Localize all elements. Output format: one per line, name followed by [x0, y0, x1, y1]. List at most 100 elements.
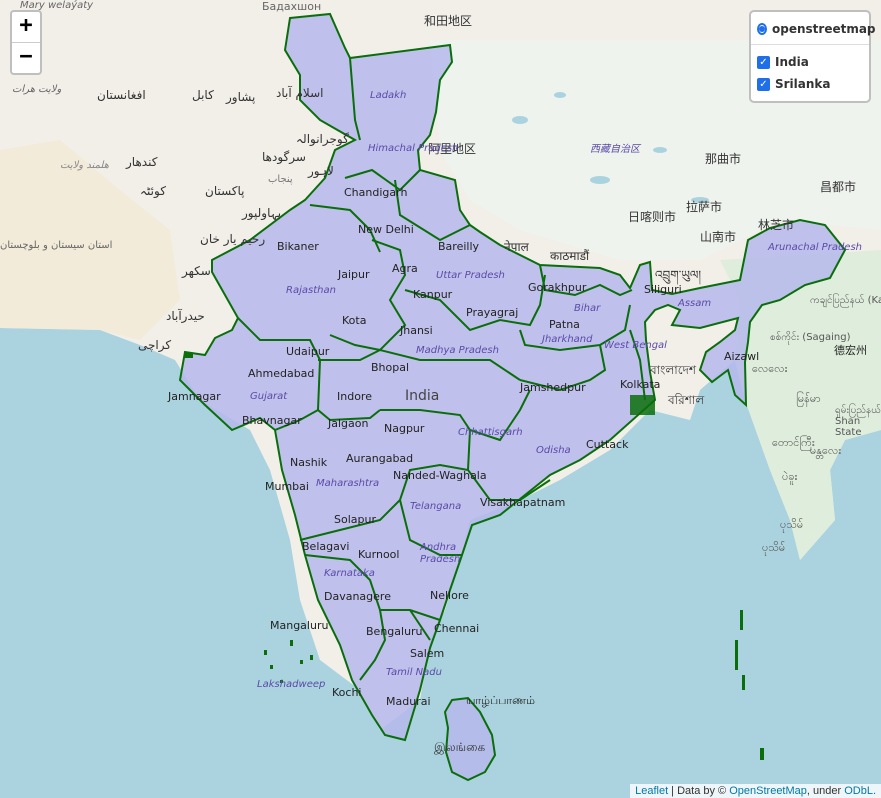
label-assam: Assam [678, 298, 712, 309]
label-bareilly: Bareilly [438, 240, 480, 253]
label-bikaner: Bikaner [277, 240, 319, 253]
label-chandigarh: Chandigarh [344, 186, 408, 199]
label-bengaluru: Bengaluru [366, 625, 423, 638]
label-jharkhand: Jharkhand [542, 334, 593, 345]
label-hotan: 和田地区 [424, 14, 473, 28]
label-kandahar: کندهار [126, 155, 158, 169]
label-chamdo: 昌都市 [820, 180, 857, 194]
label-mary: Mary welaýaty [20, 0, 94, 11]
label-agra: Agra [392, 262, 418, 275]
layers-control: openstreetmap ✓ India ✓ Srilanka [749, 10, 876, 103]
label-mumbai: Mumbai [265, 480, 309, 493]
label-patna: Patna [549, 318, 580, 331]
label-lanka: இலங்கை [434, 740, 486, 754]
label-west-bengal: West Bengal [604, 340, 667, 351]
label-badakhshan: Бадахшон [262, 0, 322, 13]
label-nashik: Nashik [290, 456, 328, 469]
overlay-option-india[interactable]: ✓ India [757, 51, 861, 73]
label-kochi: Kochi [332, 686, 362, 699]
label-udaipur: Udaipur [286, 345, 330, 358]
leaflet-link[interactable]: Leaflet [635, 785, 669, 797]
label-jalgaon: Jalgaon [328, 417, 369, 430]
label-rajasthan: Rajasthan [286, 285, 336, 296]
label-indore: Indore [337, 390, 372, 403]
label-myanmar5: ပုသိမ် [780, 518, 804, 531]
label-tamil-nadu: Tamil Nadu [386, 667, 442, 678]
label-solapur: Solapur [334, 513, 376, 526]
label-nyingchi: 林芝市 [758, 218, 795, 232]
label-himachal: Himachal Pradesh [368, 143, 459, 154]
label-madurai: Madurai [386, 695, 431, 708]
label-maharashtra: Maharashtra [316, 478, 380, 489]
label-salem: Salem [410, 647, 445, 660]
label-siliguri: Siliguri [644, 283, 682, 296]
overlay-label-srilanka: Srilanka [775, 77, 831, 91]
base-layer-option[interactable]: openstreetmap [757, 18, 876, 40]
label-baluch: استان سیستان و بلوچستان [0, 240, 113, 251]
label-islamabad: اسلام آباد [276, 86, 324, 100]
label-jaipur: Jaipur [338, 268, 370, 281]
label-bhopal: Bhopal [371, 361, 410, 374]
label-cuttack: Cuttack [586, 438, 629, 451]
label-bhutan: འབྲུག་ཡུལ། [655, 268, 702, 282]
label-myanmar2: တောင်ကြီး [772, 436, 815, 449]
label-karachi: کراچی [138, 338, 172, 352]
label-dehong: 德宏州 [834, 344, 867, 357]
checkbox-icon[interactable]: ✓ [757, 77, 770, 91]
label-walayat: ولایت هرات [12, 84, 62, 95]
odbl-link[interactable]: ODbL. [844, 785, 876, 797]
label-kota: Kota [342, 314, 367, 327]
label-andhra: Andhra Pradesh [420, 542, 461, 565]
label-shannan: 山南市 [700, 230, 737, 244]
zoom-control: + − [10, 10, 42, 75]
label-gorakhpur: Gorakhpur [528, 281, 587, 294]
label-gujarat: Gujarat [250, 391, 288, 402]
label-punjab: پنجاب [268, 174, 293, 185]
attribution-text: | Data by © [668, 785, 730, 797]
label-kachin: ကချင်ပြည်နယ် (Kachin) [810, 295, 881, 306]
label-karnataka: Karnataka [324, 568, 375, 579]
label-arunachal: Arunachal Pradesh [768, 242, 862, 253]
zoom-in-button[interactable]: + [19, 13, 33, 38]
label-rahim: رحیم یار خان [200, 232, 266, 246]
label-madhya-pradesh: Madhya Pradesh [416, 345, 499, 356]
attribution-under: , under [806, 785, 845, 797]
radio-icon[interactable] [757, 23, 767, 35]
label-gujranwala: گوجرانوالہ [296, 132, 349, 146]
label-hyderabad-pk: حیدرآباد [166, 309, 205, 323]
label-nanded: Nanded-Waghala [393, 469, 487, 482]
label-peshawar: پشاور [226, 90, 256, 104]
label-bahawalpur: بہاولپور [242, 206, 282, 220]
label-aurangabad: Aurangabad [346, 452, 414, 465]
label-bangladesh: বাংলাদেশ [650, 363, 696, 377]
label-quetta: کوئٹہ [140, 184, 166, 198]
label-lahore: لاہور [308, 164, 334, 178]
label-sukkur: سکھر [182, 264, 211, 278]
label-telangana: Telangana [410, 501, 462, 512]
layers-separator [751, 44, 869, 45]
label-chennai: Chennai [434, 622, 480, 635]
label-ngari: 阿里地区 [428, 142, 477, 156]
label-uttar-pradesh: Uttar Pradesh [436, 270, 505, 281]
zoom-out-button[interactable]: − [12, 42, 40, 73]
label-tibet: 西藏自治区 [590, 144, 640, 155]
osm-link[interactable]: OpenStreetMap [729, 785, 807, 797]
label-jamnagar: Jamnagar [168, 390, 221, 403]
overlay-option-srilanka[interactable]: ✓ Srilanka [757, 73, 861, 95]
label-aizawl: Aizawl [724, 350, 760, 363]
label-belagavi: Belagavi [302, 540, 350, 553]
label-chhattisgarh: Chhattisgarh [458, 427, 523, 438]
label-jamshedpur: Jamshedpur [520, 381, 586, 394]
label-myanmar3: မန္တလေး [810, 444, 842, 457]
attribution: Leaflet | Data by © OpenStreetMap, under… [630, 784, 881, 798]
base-layer-label: openstreetmap [772, 22, 876, 36]
overlay-label-india: India [775, 55, 809, 69]
label-afghanistan: افغانستان [97, 88, 146, 102]
label-nagpur: Nagpur [384, 422, 425, 435]
label-sagaing: စစ်ကိုင်း (Sagaing) [770, 332, 851, 343]
label-kathmandu: काठमाडौं [550, 249, 590, 263]
label-lhasa: 拉萨市 [686, 200, 723, 214]
label-helmand: هلمند ولایت [60, 160, 109, 171]
checkbox-icon[interactable]: ✓ [757, 55, 770, 69]
